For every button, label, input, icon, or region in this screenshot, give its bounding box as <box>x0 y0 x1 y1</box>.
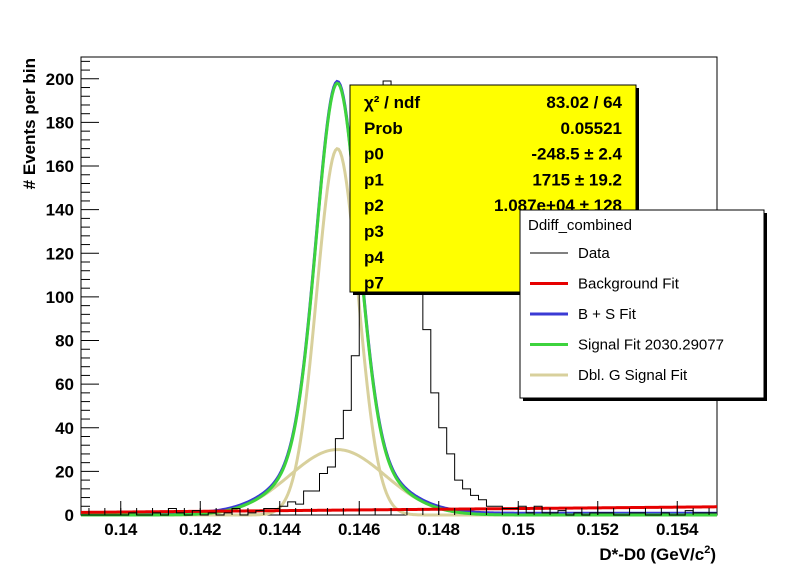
legend-label: B + S Fit <box>578 306 637 323</box>
y-tick-label: 200 <box>46 70 74 89</box>
y-tick-label: 40 <box>55 419 74 438</box>
x-axis-title: D*-D0 (GeV/c2) <box>599 544 716 564</box>
legend-label: Background Fit <box>578 276 680 293</box>
stats-label: p4 <box>364 248 384 267</box>
x-tick-label: 0.148 <box>417 520 460 539</box>
stats-label: p1 <box>364 170 384 189</box>
x-tick-label: 0.152 <box>576 520 619 539</box>
x-tick-label: 0.146 <box>338 520 381 539</box>
legend-label: Dbl. G Signal Fit <box>578 367 688 384</box>
x-axis-title-main: D*-D0 (GeV/c <box>599 545 704 564</box>
legend-bg <box>519 209 765 399</box>
x-tick-label: 0.144 <box>258 520 301 539</box>
stats-label: p7 <box>364 274 384 293</box>
y-tick-label: 100 <box>46 288 74 307</box>
y-tick-label: 180 <box>46 113 74 132</box>
x-axis-title-sup: 2 <box>704 544 710 556</box>
y-axis-title: # Events per bin <box>20 58 39 189</box>
x-tick-label: 0.142 <box>179 520 222 539</box>
legend: Ddiff_combined Data Background Fit B + S Fi… <box>519 209 767 401</box>
x-tick-label: 0.154 <box>656 520 699 539</box>
y-tick-label: 160 <box>46 157 74 176</box>
background-fit-line <box>80 505 718 514</box>
y-tick-label: 20 <box>55 462 74 481</box>
x-tick-label: 0.14 <box>104 520 138 539</box>
y-axis: 0 20 40 60 80 100 120 140 160 180 200 <box>46 60 99 525</box>
stats-value: -248.5 ± 2.4 <box>531 145 622 164</box>
y-tick-label: 140 <box>46 201 74 220</box>
stats-value: 0.05521 <box>561 119 622 138</box>
x-axis: 0.14 0.142 0.144 0.146 0.148 0.15 0.152 0.154 <box>88 501 710 539</box>
legend-title: Ddiff_combined <box>528 217 632 234</box>
stats-label: p3 <box>364 222 384 241</box>
legend-label: Signal Fit 2030.29077 <box>578 337 724 354</box>
x-tick-label: 0.15 <box>502 520 535 539</box>
x-axis-title-close: ) <box>710 545 716 564</box>
legend-label: Data <box>578 245 610 262</box>
y-tick-label: 60 <box>55 375 74 394</box>
stats-label: p0 <box>364 145 384 164</box>
y-tick-label: 0 <box>65 506 74 525</box>
stats-label: p2 <box>364 196 384 215</box>
stats-value: 1715 ± 19.2 <box>532 170 622 189</box>
stats-label: Prob <box>364 119 403 138</box>
stats-label: χ² / ndf <box>364 93 420 112</box>
y-tick-label: 120 <box>46 244 74 263</box>
stats-value: 83.02 / 64 <box>546 93 622 112</box>
y-tick-label: 80 <box>55 332 74 351</box>
